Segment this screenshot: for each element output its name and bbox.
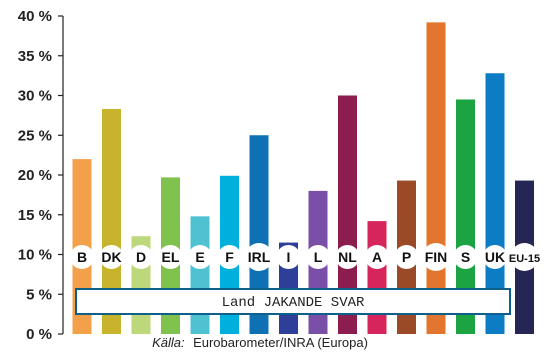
category-labels: B DK D EL E F IRL I L NL A P FIN S UK EU-15 — [70, 243, 540, 271]
y-tick-label: 5 % — [26, 286, 52, 303]
category-label-bg — [276, 245, 301, 269]
category-label-nl: NL — [338, 249, 357, 265]
bar-irl — [249, 135, 269, 334]
category-label-uk: UK — [485, 249, 505, 265]
bar-dk — [102, 109, 121, 334]
category-label-el: EL — [162, 249, 180, 265]
category-label-bg — [306, 245, 330, 269]
bar-nl — [338, 95, 357, 334]
category-label-bg — [422, 243, 450, 271]
source-text: Eurobarometer/INRA (Europa) — [193, 335, 368, 350]
y-tick-label: 30 % — [18, 88, 52, 105]
category-label-bg — [217, 245, 242, 269]
category-label-l: L — [314, 249, 323, 265]
category-label-p: P — [402, 249, 411, 265]
y-tick-label: 15 % — [18, 207, 52, 224]
category-label-bg — [510, 243, 539, 271]
category-label-bg — [129, 245, 153, 269]
source-note: Källa: Eurobarometer/INRA (Europa) — [152, 334, 368, 351]
bar-a — [367, 221, 387, 334]
category-label-i: I — [287, 249, 291, 265]
category-label-bg — [99, 245, 124, 269]
category-label-bg — [394, 245, 419, 269]
bar-s — [456, 99, 475, 334]
legend: Land JAKANDE SVAR — [75, 288, 511, 315]
category-label-a: A — [372, 249, 382, 265]
category-label-s: S — [461, 249, 470, 265]
category-label-bg — [453, 245, 478, 269]
category-label-irl: IRL — [248, 249, 271, 265]
y-tick-label: 0 % — [26, 326, 52, 343]
category-label-f: F — [225, 249, 234, 265]
bar-uk — [485, 73, 505, 335]
category-label-bg — [158, 245, 183, 269]
y-tick-label: 40 % — [18, 8, 52, 25]
category-label-e: E — [195, 249, 204, 265]
y-tick-label: 20 % — [18, 167, 52, 184]
y-tick-label: 35 % — [18, 48, 52, 65]
category-label-bg — [483, 245, 507, 269]
y-tick-label: 25 % — [18, 127, 52, 144]
legend-text: Land JAKANDE SVAR — [222, 295, 365, 311]
category-label-bg — [188, 245, 212, 269]
y-tick-label: 10 % — [18, 247, 52, 264]
y-axis: 0 % 5 % 10 % 15 % 20 % 25 % 30 % 35 % 40 % — [18, 8, 64, 343]
category-label-b: B — [77, 249, 87, 265]
bar-fin — [426, 22, 446, 335]
category-label-bg — [245, 243, 273, 271]
category-label-bg — [70, 245, 94, 269]
category-label-bg — [335, 245, 360, 269]
category-label-fin: FIN — [425, 249, 448, 265]
source-label: Källa: — [152, 335, 185, 350]
category-label-bg — [365, 245, 389, 269]
category-label-dk: DK — [101, 249, 121, 265]
bars — [72, 22, 534, 335]
legend-box — [75, 288, 511, 315]
category-label-eu-15: EU-15 — [509, 253, 540, 265]
category-label-d: D — [136, 249, 146, 265]
bar-e — [190, 216, 210, 334]
